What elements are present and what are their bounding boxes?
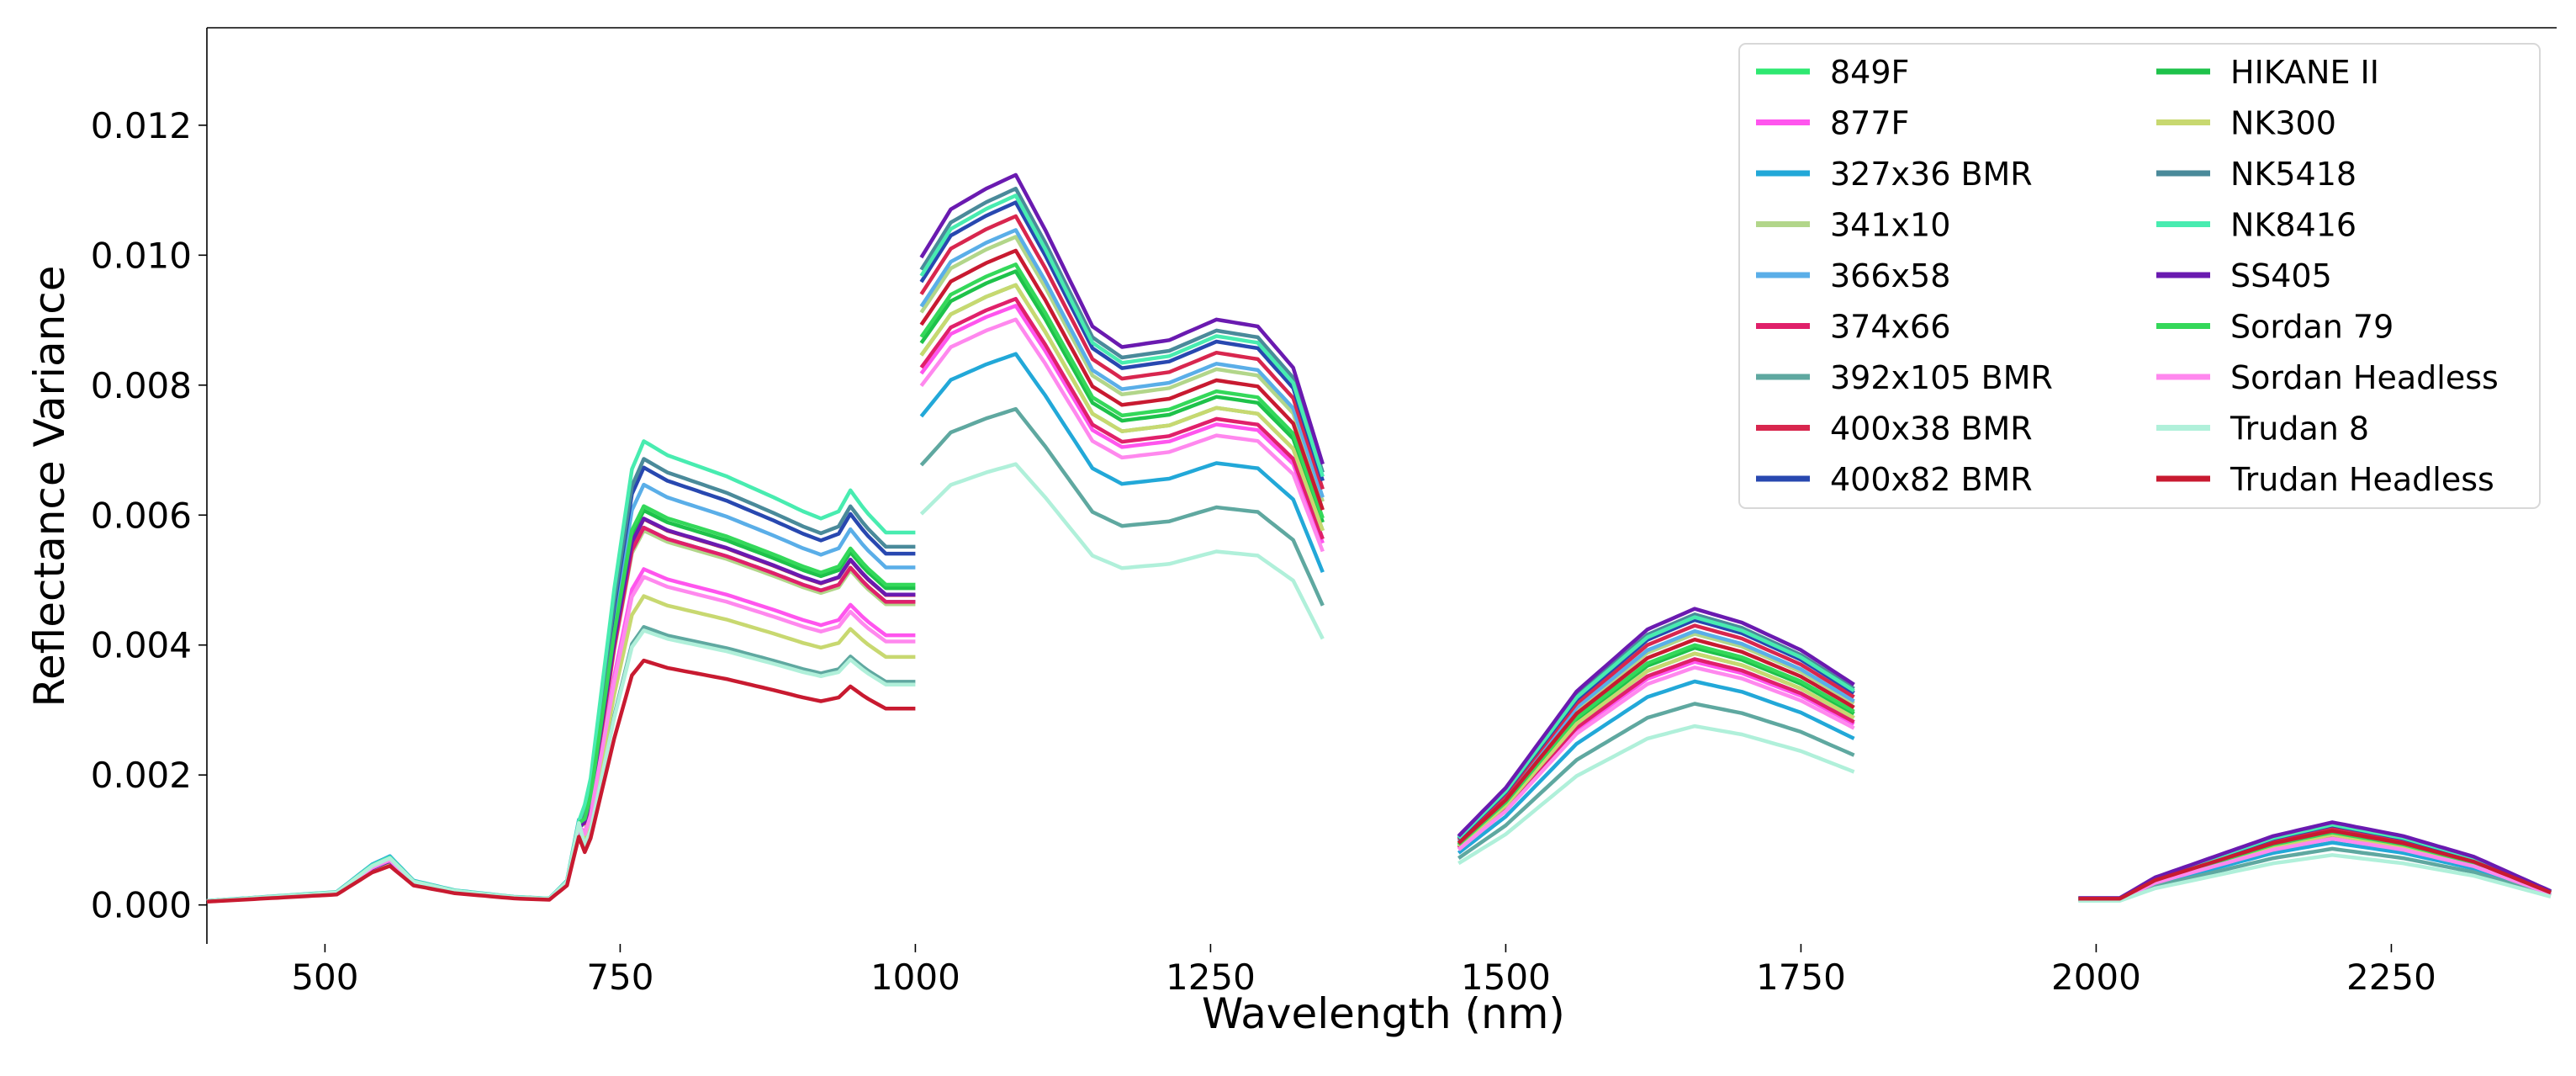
legend-label: 374x66 [1830,309,1950,346]
series-lines [206,172,2552,904]
series-line-17-seg0 [206,658,916,904]
series-line-8-seg1 [919,200,1325,482]
legend-label: 327x36 BMR [1830,156,2033,193]
legend-items: 849F 877F 327x36 BMR 341x10 366x58 374x66 392x… [1756,54,2499,498]
series-line-16-seg1 [919,462,1325,640]
legend-label: 341x10 [1830,207,1950,244]
legend-label: Sordan 79 [2230,309,2394,346]
series-line-7-seg1 [919,214,1325,490]
series-line-3-seg1 [919,235,1325,502]
series-line-11-seg0 [206,457,916,904]
series-line-16-seg0 [206,628,916,904]
series-line-16-seg3 [2078,853,2552,903]
series-line-5-seg1 [919,296,1325,540]
series-line-2-seg1 [919,352,1325,574]
series-line-0-seg0 [206,517,916,904]
series-line-1-seg0 [206,567,916,904]
series-line-15-seg2 [1457,665,1855,851]
legend-label: NK5418 [2230,156,2356,193]
series-line-6-seg0 [206,625,916,904]
x-tick-label: 1500 [1461,957,1551,998]
series-line-2-seg0 [206,525,916,904]
legend-label: 392x105 BMR [1830,359,2053,396]
legend-label: HIKANE II [2230,54,2379,91]
x-tick-label: 1750 [1756,957,1846,998]
series-line-10-seg1 [919,283,1325,532]
x-tick-label: 1000 [870,957,960,998]
legend-label: Sordan Headless [2230,359,2499,396]
x-tick-label: 2000 [2051,957,2141,998]
legend-label: 877F [1830,105,1909,142]
series-line-16-seg2 [1457,724,1855,866]
legend-frame [1738,43,2541,509]
series-line-13-seg1 [919,172,1325,465]
legend-label: Trudan Headless [2230,461,2494,498]
y-tick-label: 0.000 [91,885,192,926]
legend-label: SS405 [2230,257,2332,294]
legend-label: 366x58 [1830,257,1950,294]
y-tick-label: 0.012 [91,105,192,146]
series-line-7-seg0 [206,517,916,904]
axis-ticks: 500 750 1000 1250 1500 1750 2000 2250 0.000 0.002… [91,105,2436,998]
series-line-17-seg2 [1457,637,1855,845]
series-line-1-seg1 [919,304,1325,544]
x-tick-label: 2250 [2346,957,2436,998]
series-line-6-seg1 [919,406,1325,607]
y-tick-label: 0.010 [91,235,192,276]
y-tick-label: 0.008 [91,365,192,406]
series-line-12-seg2 [1457,615,1855,840]
series-line-9-seg1 [919,269,1325,523]
series-line-10-seg2 [1457,651,1855,848]
series-line-11-seg1 [919,186,1325,474]
series-line-8-seg0 [206,465,916,904]
legend-label: 400x82 BMR [1830,461,2033,498]
series-line-10-seg0 [206,594,916,904]
series-line-13-seg0 [206,517,916,904]
y-tick-label: 0.006 [91,495,192,536]
x-tick-label: 1250 [1166,957,1256,998]
y-tick-label: 0.002 [91,755,192,796]
series-line-15-seg0 [206,575,916,904]
series-line-5-seg0 [206,525,916,904]
legend: 849F 877F 327x36 BMR 341x10 366x58 374x66 392x… [1738,43,2541,509]
series-line-15-seg3 [2078,836,2552,902]
y-tick-label: 0.004 [91,625,192,666]
x-tick-label: 500 [291,957,358,998]
legend-label: NK8416 [2230,207,2356,244]
series-line-6-seg3 [2078,846,2552,903]
series-line-17-seg3 [2078,829,2552,901]
legend-label: Trudan 8 [2230,411,2369,448]
series-line-12-seg1 [919,193,1325,478]
y-axis-label: Reflectance Variance [25,265,74,707]
series-line-4-seg1 [919,228,1325,498]
series-line-14-seg1 [919,262,1325,519]
series-line-6-seg2 [1457,702,1855,860]
series-line-14-seg0 [206,504,916,904]
series-line-17-seg1 [919,248,1325,511]
legend-label: 849F [1830,54,1909,91]
x-tick-label: 750 [586,957,653,998]
legend-label: 400x38 BMR [1830,411,2033,448]
series-line-4-seg0 [206,482,916,904]
x-axis-label: Wavelength (nm) [1202,989,1565,1038]
series-line-15-seg1 [919,317,1325,553]
series-line-13-seg3 [2078,820,2552,900]
series-line-2-seg2 [1457,679,1855,855]
series-line-13-seg2 [1457,607,1855,838]
legend-label: NK300 [2230,105,2336,142]
